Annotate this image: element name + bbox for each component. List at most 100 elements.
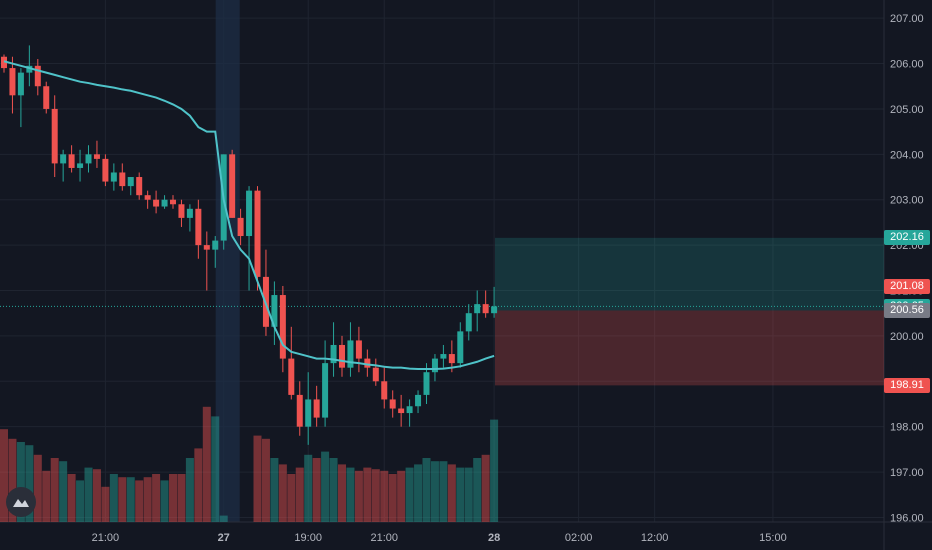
candle-body [372, 367, 379, 382]
volume-bar [278, 464, 287, 522]
candle-body [178, 204, 185, 218]
volume-bar [211, 416, 220, 522]
candle-body [26, 65, 33, 73]
candle-body [203, 245, 210, 250]
candle-body [389, 399, 396, 409]
candle-body [415, 394, 422, 407]
candle-body [34, 65, 41, 87]
candle-body [313, 399, 320, 418]
session-break-band [215, 0, 240, 522]
volume-bar [354, 470, 363, 522]
volume-bar [202, 406, 211, 522]
x-tick-label: 15:00 [759, 532, 787, 544]
candle-body [9, 68, 16, 96]
volume-bar [329, 458, 338, 522]
candle-body [229, 154, 236, 218]
candle-body [237, 217, 244, 237]
volume-bar [194, 448, 203, 522]
volume-bar [84, 467, 93, 522]
candle-body [85, 154, 92, 164]
candle-body [60, 154, 67, 164]
price-tag: 198.91 [884, 377, 930, 393]
candle-body [398, 408, 405, 414]
x-tick-label: 12:00 [641, 532, 669, 544]
volume-bar [321, 451, 330, 522]
candle-body [305, 399, 312, 427]
candle-body [474, 304, 481, 314]
x-tick-label: 28 [488, 532, 500, 544]
volume-bar [25, 445, 34, 522]
y-tick-label: 196.00 [890, 512, 924, 524]
candle-body [339, 344, 345, 368]
volume-bar [490, 419, 499, 522]
y-tick-label: 206.00 [890, 59, 924, 71]
volume-bar [447, 464, 456, 522]
candle-body [68, 154, 75, 168]
volume-bar [287, 474, 296, 522]
tradingview-cloud-icon[interactable] [6, 487, 36, 517]
volume-bar [371, 469, 380, 522]
volume-bar [16, 442, 25, 522]
volume-bar [67, 474, 76, 522]
candle-body [296, 394, 303, 427]
candle-body [271, 295, 278, 327]
volume-bar [59, 461, 68, 522]
candle-body [288, 358, 295, 395]
candle-body [465, 313, 472, 332]
volume-bar [481, 454, 490, 522]
volume-bar [169, 474, 177, 522]
volume-bar [338, 464, 346, 522]
price-tag: 201.08 [884, 279, 930, 295]
volume-bar [253, 435, 262, 522]
candle-body [136, 177, 143, 196]
candle-body [127, 177, 134, 187]
candle-body [330, 344, 337, 364]
y-tick-label: 207.00 [890, 13, 924, 25]
volume-bar [363, 467, 372, 522]
candle-body [482, 304, 489, 314]
volume-bar [42, 470, 51, 522]
candle-body [347, 340, 354, 368]
candle-body [431, 358, 438, 373]
volume-bar [456, 467, 465, 522]
candle-body [355, 340, 362, 359]
candle-body [440, 354, 447, 359]
volume-bar [405, 467, 414, 522]
candle-body [381, 381, 388, 400]
volume-bar [397, 470, 406, 522]
candle-body [491, 306, 498, 314]
y-tick-label: 205.00 [890, 104, 924, 116]
candle-body [322, 363, 329, 418]
y-tick-label: 204.00 [890, 149, 924, 161]
volume-bar [152, 474, 161, 522]
position-profit-zone [495, 237, 884, 311]
vwap-line [3, 60, 495, 371]
volume-bar [135, 480, 144, 522]
candle-body [17, 72, 24, 96]
volume-bar [261, 438, 270, 522]
volume-bar [464, 467, 473, 522]
x-tick-label: 02:00 [565, 532, 593, 544]
volume-bar [346, 467, 355, 522]
y-tick-label: 200.00 [890, 331, 924, 343]
volume-bar [422, 458, 431, 522]
volume-bar [118, 477, 127, 522]
volume-bar [126, 477, 135, 522]
candle-body [110, 172, 117, 182]
y-tick-label: 203.00 [890, 195, 924, 207]
volume-bar [109, 474, 118, 522]
volume-bar [312, 458, 321, 522]
x-tick-label: 19:00 [294, 532, 322, 544]
candle-body [448, 354, 455, 364]
candle-body [144, 195, 151, 200]
volume-bar [101, 486, 110, 522]
volume-bar [388, 474, 397, 522]
volume-bar [0, 429, 8, 522]
volume-bar [50, 458, 59, 522]
candle-body [153, 199, 160, 207]
candle-body [254, 190, 261, 277]
candle-body [170, 199, 176, 205]
volume-bar [92, 469, 101, 522]
